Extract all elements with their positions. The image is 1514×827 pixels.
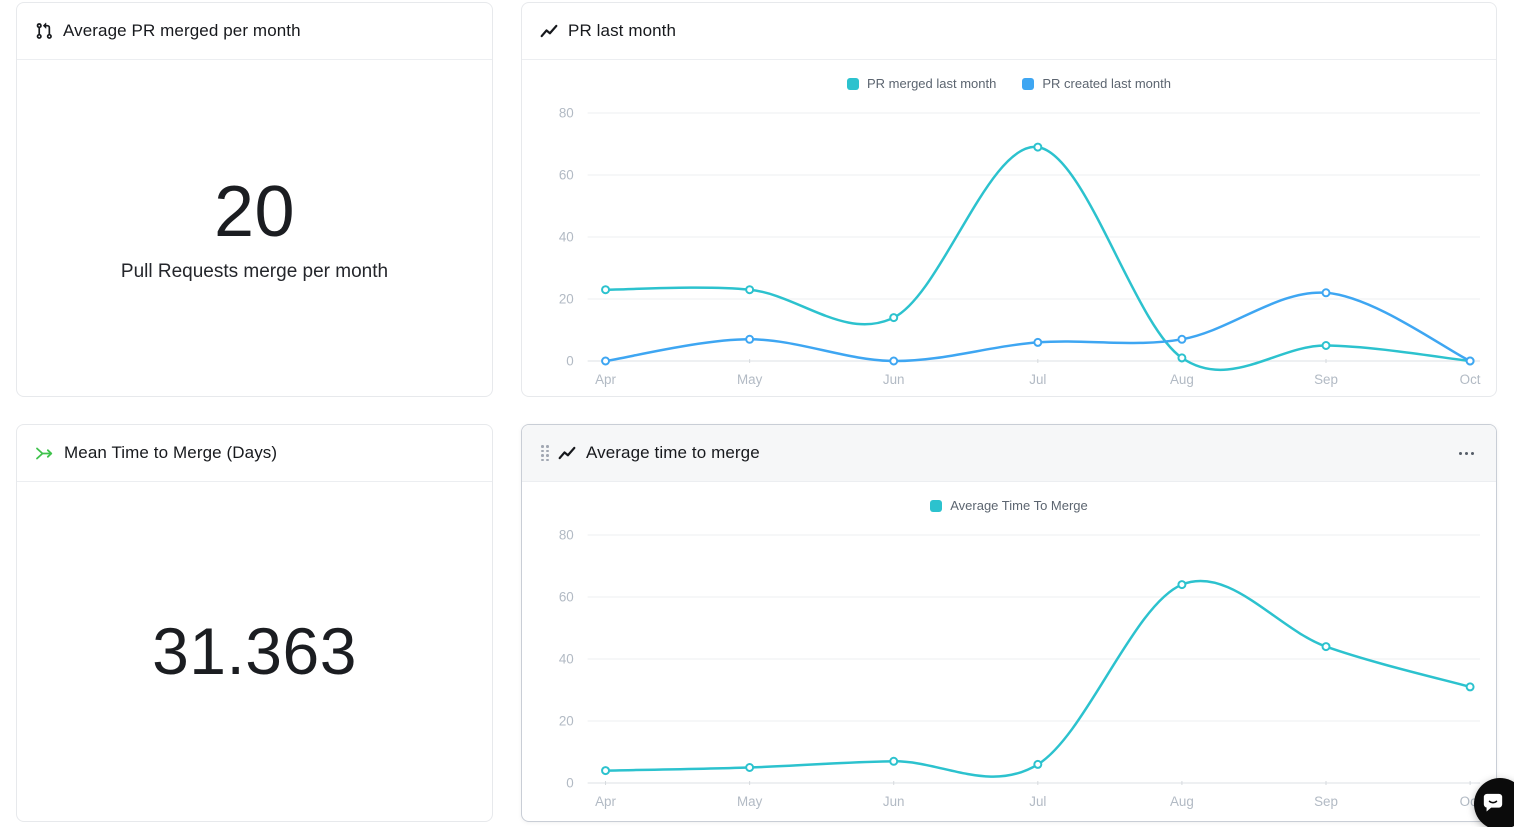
- svg-text:0: 0: [566, 353, 573, 368]
- ellipsis-menu-button[interactable]: [1455, 444, 1478, 463]
- chart-canvas[interactable]: 0 20 40 60 80 Apr May Jun Jul Aug Sep Oct: [532, 95, 1486, 395]
- svg-text:0: 0: [566, 775, 573, 790]
- svg-text:Oct: Oct: [1460, 372, 1481, 387]
- stat-label: Pull Requests merge per month: [120, 260, 389, 282]
- svg-text:40: 40: [559, 229, 574, 244]
- legend-item-label: PR created last month: [1042, 76, 1171, 91]
- stat-body: 31.363: [17, 482, 492, 821]
- legend-item[interactable]: Average Time To Merge: [930, 498, 1088, 513]
- line-chart-pr-last-month: PR merged last month PR created last mont…: [522, 60, 1496, 396]
- svg-text:20: 20: [559, 713, 574, 728]
- svg-text:60: 60: [559, 589, 574, 604]
- svg-text:40: 40: [559, 651, 574, 666]
- line-chart-avg-time-to-merge: Average Time To Merge 0 20 40 60 80 Apr May Jun…: [522, 482, 1496, 821]
- drag-handle-icon[interactable]: [540, 444, 550, 462]
- svg-text:Sep: Sep: [1314, 794, 1338, 809]
- trend-line-icon: [540, 22, 558, 40]
- legend-item-label: Average Time To Merge: [950, 498, 1088, 513]
- git-pull-request-icon: [35, 22, 53, 40]
- legend-swatch-icon: [930, 499, 943, 512]
- card-title: Mean Time to Merge (Days): [64, 443, 278, 462]
- chat-bubble-icon: [1482, 792, 1504, 814]
- card-header: PR last month: [522, 3, 1496, 60]
- svg-text:60: 60: [559, 167, 574, 182]
- svg-text:Jun: Jun: [883, 372, 905, 387]
- svg-text:May: May: [737, 372, 763, 387]
- trend-line-icon: [558, 444, 576, 462]
- legend-item[interactable]: PR merged last month: [847, 76, 996, 91]
- svg-text:Aug: Aug: [1170, 372, 1194, 387]
- dashboard-grid: Average PR merged per month 20 Pull Requ…: [16, 2, 1497, 822]
- card-avg-pr-merged: Average PR merged per month 20 Pull Requ…: [16, 2, 493, 397]
- stat-value: 31.363: [152, 614, 357, 689]
- svg-text:May: May: [737, 794, 763, 809]
- card-title: Average time to merge: [586, 443, 760, 462]
- legend-item-label: PR merged last month: [867, 76, 997, 91]
- svg-text:Aug: Aug: [1170, 794, 1194, 809]
- card-pr-last-month: PR last month PR merged last month PR cre…: [521, 2, 1497, 397]
- svg-text:80: 80: [559, 105, 574, 120]
- stat-value: 20: [213, 172, 296, 253]
- svg-text:Apr: Apr: [595, 794, 616, 809]
- card-mean-time-to-merge: Mean Time to Merge (Days) 31.363: [16, 424, 493, 822]
- stat-body: 20 Pull Requests merge per month: [17, 60, 492, 396]
- svg-text:Jul: Jul: [1029, 372, 1046, 387]
- legend-swatch-icon: [847, 77, 860, 90]
- legend-swatch-icon: [1022, 77, 1035, 90]
- card-header: Mean Time to Merge (Days): [17, 425, 492, 482]
- svg-text:20: 20: [559, 291, 574, 306]
- svg-text:80: 80: [559, 527, 574, 542]
- svg-text:Jun: Jun: [883, 794, 905, 809]
- chart-legend: PR merged last month PR created last mont…: [532, 76, 1486, 91]
- legend-item[interactable]: PR created last month: [1022, 76, 1171, 91]
- card-header: Average PR merged per month: [17, 3, 492, 60]
- svg-text:Jul: Jul: [1029, 794, 1046, 809]
- svg-text:Sep: Sep: [1314, 372, 1338, 387]
- merge-arrow-icon: [35, 446, 54, 461]
- svg-text:Apr: Apr: [595, 372, 616, 387]
- card-header: Average time to merge: [522, 425, 1496, 482]
- chart-legend: Average Time To Merge: [532, 498, 1486, 513]
- card-title: Average PR merged per month: [63, 21, 301, 40]
- card-avg-time-to-merge: Average time to merge Average Time To Me…: [521, 424, 1497, 822]
- chat-launcher-button[interactable]: [1474, 778, 1514, 827]
- card-title: PR last month: [568, 21, 677, 40]
